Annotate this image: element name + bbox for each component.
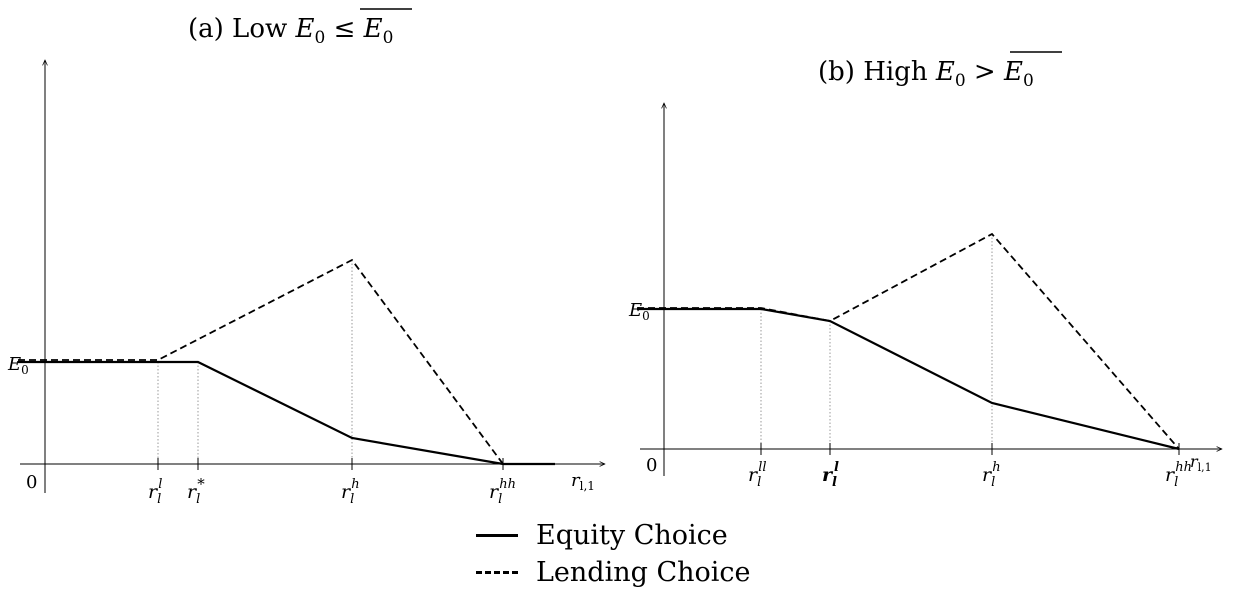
panel-a-title: (a) Low E0 ≤ E0 xyxy=(188,14,393,48)
panel-b: (b) High E0 > E0 0 E0 rlll rll rlh rlhh … xyxy=(628,51,1222,490)
panel-a-tick-label-rh: rlh xyxy=(341,477,360,507)
legend-label-equity: Equity Choice xyxy=(536,520,728,551)
panel-a-equity-line xyxy=(18,360,555,466)
panel-a-title-sub: 0 xyxy=(314,28,325,48)
panel-b-tick-label-rll: rlll xyxy=(748,460,767,490)
legend-swatch-solid xyxy=(476,534,518,537)
panel-b-title: (b) High E0 > E0 xyxy=(818,57,1034,91)
panel-a-title-var: E xyxy=(295,14,315,44)
panel-a-origin-label: 0 xyxy=(26,472,37,493)
panel-b-title-var: E xyxy=(935,57,955,87)
panel-b-title-sub-bar: 0 xyxy=(1023,71,1034,91)
panel-a-tick-label-rl: rll xyxy=(148,477,162,507)
panel-a-x-axis-label: rl,1 xyxy=(571,470,595,493)
panel-a-tick-label-rhh: rlhh xyxy=(489,477,516,507)
legend-item-lending: Lending Choice xyxy=(476,557,751,588)
panel-b-title-prefix: (b) High xyxy=(818,57,936,87)
legend-swatch-dashed xyxy=(476,571,518,574)
panel-a-title-rel: ≤ xyxy=(325,14,363,44)
panel-b-x-axis-label: rl,1 xyxy=(1190,452,1212,474)
panel-b-equity-line xyxy=(637,307,1180,451)
panel-a-tick-label-rstar: rl* xyxy=(187,475,205,507)
panel-b-title-var-bar: E xyxy=(1003,57,1023,87)
panel-b-title-rel: > xyxy=(966,57,1004,87)
panel-a-y-label: E0 xyxy=(7,354,29,377)
panel-b-origin-label: 0 xyxy=(646,455,657,476)
panel-b-tick-label-rh: rlh xyxy=(982,460,1001,490)
panel-a-title-prefix: (a) Low xyxy=(188,14,296,44)
legend-item-equity: Equity Choice xyxy=(476,520,728,551)
panel-b-title-sub: 0 xyxy=(955,71,966,91)
panel-b-tick-label-rl: rll xyxy=(822,460,839,490)
panel-a-lending-line xyxy=(18,258,504,465)
panel-a-title-sub-bar: 0 xyxy=(383,28,394,48)
panel-a: (a) Low E0 ≤ E0 0 E0 rll rl* rlh rlhh rl… xyxy=(7,8,605,507)
panel-b-y-label: E0 xyxy=(628,300,650,323)
legend-label-lending: Lending Choice xyxy=(536,557,751,588)
panel-b-tick-label-rhh: rlhh xyxy=(1165,460,1192,490)
panel-b-lending-line xyxy=(637,232,1180,450)
panel-a-title-var-bar: E xyxy=(363,14,383,44)
